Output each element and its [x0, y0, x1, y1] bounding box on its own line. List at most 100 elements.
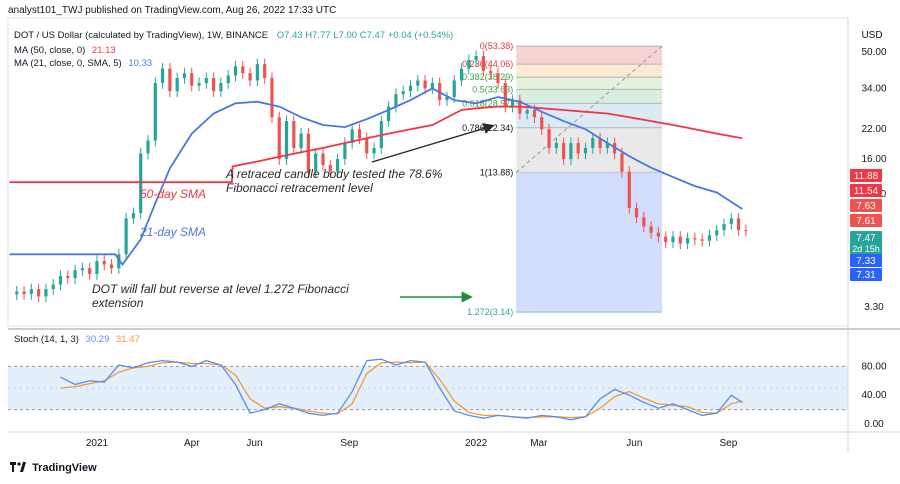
- candle-body: [117, 254, 121, 269]
- candle-body: [182, 73, 187, 78]
- candle-body: [124, 218, 128, 255]
- annotation-line: extension: [92, 296, 144, 310]
- fib-zone: [516, 89, 663, 104]
- candle-body: [408, 85, 413, 92]
- candle-body: [22, 291, 26, 294]
- annotation-line: 50-day SMA: [140, 187, 206, 201]
- fib-level-label: 0.5(33.63): [472, 84, 513, 94]
- stoch-legend-label: Stoch (14, 1, 3): [14, 334, 79, 345]
- time-tick-label: Apr: [184, 438, 200, 449]
- ma50-legend-value: 21.13: [91, 45, 116, 56]
- candle-body: [306, 133, 311, 172]
- price-badge-value: 11.54: [854, 186, 879, 197]
- candle-body: [314, 153, 318, 172]
- candle-body: [197, 83, 201, 86]
- fib-note-arrow: [371, 123, 495, 163]
- candle-body: [510, 100, 515, 107]
- fib-zone: [516, 64, 663, 78]
- candle-body: [474, 56, 478, 61]
- candle-body: [299, 133, 303, 149]
- time-tick-label: 2022: [465, 438, 488, 449]
- candle-body: [328, 165, 332, 172]
- candle-body: [569, 142, 573, 160]
- candle-body: [44, 289, 48, 297]
- annotation-sma21-label: 21-day SMA: [139, 225, 206, 239]
- candle-body: [583, 148, 588, 154]
- tradingview-footer[interactable]: TradingView: [10, 462, 97, 474]
- candle-body: [357, 129, 362, 139]
- time-tick-label: Mar: [530, 438, 548, 449]
- candle-body: [715, 230, 719, 236]
- tradingview-brand: TradingView: [32, 462, 97, 474]
- candle-body: [51, 284, 55, 290]
- candle-body: [605, 142, 609, 149]
- annotation-line: 21-day SMA: [139, 225, 206, 239]
- candle-body: [722, 224, 726, 231]
- candle-body: [160, 68, 165, 84]
- stoch-d-value: 31.47: [116, 334, 140, 345]
- price-badge: [850, 214, 882, 227]
- symbol-legend: DOT / US Dollar (calculated by TradingVi…: [14, 30, 453, 41]
- candle-body: [416, 80, 420, 86]
- ma21-legend[interactable]: MA (21, close, 0, SMA, 5) 10.33: [14, 58, 152, 69]
- symbol-title: DOT / US Dollar (calculated by TradingVi…: [14, 30, 269, 41]
- ma50-legend[interactable]: MA (50, close, 0) 21.13: [14, 45, 116, 56]
- candle-body: [73, 270, 77, 279]
- tradingview-logo-icon: [10, 462, 26, 472]
- price-badge: [850, 169, 882, 182]
- candle-body: [503, 83, 507, 107]
- annotation-line: Fibonacci retracement level: [226, 181, 373, 195]
- price-badge-value: 7.31: [856, 270, 876, 281]
- candle-body: [532, 110, 537, 118]
- annotation-line: DOT will fall but reverse at level 1.272…: [92, 282, 349, 296]
- candle-body: [212, 77, 216, 92]
- price-badge-value: 7.63: [856, 201, 876, 212]
- candle-body: [744, 230, 748, 232]
- ma21-legend-value: 10.33: [128, 58, 153, 69]
- stoch-k-value: 30.29: [85, 334, 110, 345]
- time-tick-label: Jun: [246, 438, 262, 449]
- candle-body: [627, 171, 631, 208]
- time-tick-label: Sep: [340, 438, 358, 449]
- candle-body: [707, 235, 712, 241]
- candle-body: [168, 68, 172, 92]
- candle-body: [372, 148, 376, 154]
- annotation-fall-note: DOT will fall but reverse at level 1.272…: [92, 282, 349, 310]
- candle-body: [153, 83, 157, 141]
- price-badge-value: 7.61: [856, 216, 876, 227]
- ma21-legend-label: MA (21, close, 0, SMA, 5): [14, 58, 122, 69]
- candle-body: [737, 218, 741, 231]
- candle-body: [66, 276, 70, 279]
- sma21-line: [9, 87, 743, 267]
- price-tick-label: 3.30: [864, 302, 884, 313]
- fib-zone: [516, 46, 663, 65]
- candle-body: [634, 207, 639, 218]
- candle-body: [350, 129, 354, 143]
- candle-body: [190, 73, 194, 86]
- ohlc-low: L7.00: [333, 30, 358, 41]
- fib-zone: [516, 103, 663, 128]
- fib-extension-zone: [516, 172, 663, 312]
- fib-level-label: 0.382(38.29): [462, 72, 513, 82]
- candle-body: [335, 159, 340, 172]
- price-badge: [850, 268, 882, 281]
- time-tick-label: 2021: [86, 438, 109, 449]
- fib-level-label: 0.618(28.97): [462, 98, 513, 108]
- candle-body: [525, 110, 529, 114]
- price-badge: [850, 254, 882, 267]
- candle-body: [591, 138, 595, 149]
- price-tick-label: 22.00: [861, 124, 886, 135]
- price-tick-label: 50.00: [861, 47, 886, 58]
- candle-body: [343, 142, 347, 160]
- candle-body: [146, 140, 150, 154]
- price-badge: [850, 184, 882, 197]
- price-tick-label: 16.00: [861, 154, 886, 165]
- candle-body: [15, 291, 19, 295]
- stoch-legend[interactable]: Stoch (14, 1, 3) 30.29 31.47: [14, 334, 140, 345]
- candle-body: [649, 226, 653, 233]
- candle-body: [423, 80, 427, 89]
- candle-body: [489, 70, 493, 74]
- candle-body: [387, 106, 391, 122]
- ohlc-high: H7.77: [305, 30, 331, 41]
